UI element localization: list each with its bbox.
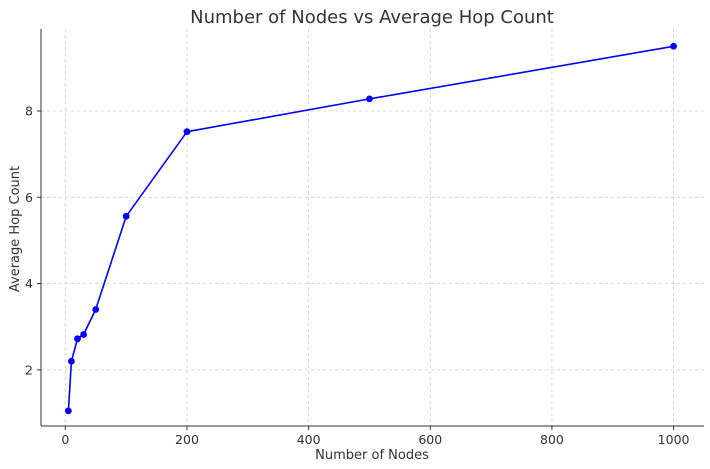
- data-point: [670, 42, 677, 50]
- y-tick-label: 2: [25, 362, 33, 377]
- grid: [41, 29, 704, 426]
- y-axis-label: Average Hop Count: [8, 166, 23, 292]
- chart-title: Number of Nodes vs Average Hop Count: [190, 7, 554, 28]
- data-point: [122, 212, 130, 220]
- axes: [40, 29, 704, 427]
- data-point: [183, 128, 191, 136]
- data-point: [74, 335, 81, 343]
- x-tick-label: 200: [175, 432, 199, 447]
- y-axis: 2 4 6 8: [25, 103, 41, 377]
- y-tick-label: 4: [25, 276, 33, 291]
- series-group: [64, 42, 677, 415]
- x-tick-label: 1000: [658, 432, 690, 447]
- y-tick-label: 6: [25, 190, 33, 205]
- x-axis: 0 200 400 600 800 1000: [61, 426, 690, 447]
- data-point: [68, 357, 75, 365]
- data-point: [80, 331, 87, 338]
- x-tick-label: 400: [297, 432, 321, 447]
- x-tick-label: 0: [61, 432, 69, 447]
- x-tick-label: 800: [540, 432, 564, 447]
- y-tick-label: 8: [25, 103, 33, 118]
- x-axis-label: Number of Nodes: [315, 448, 429, 463]
- data-point: [92, 306, 100, 313]
- x-tick-label: 600: [418, 432, 442, 447]
- data-point: [366, 95, 373, 103]
- data-point: [64, 407, 72, 415]
